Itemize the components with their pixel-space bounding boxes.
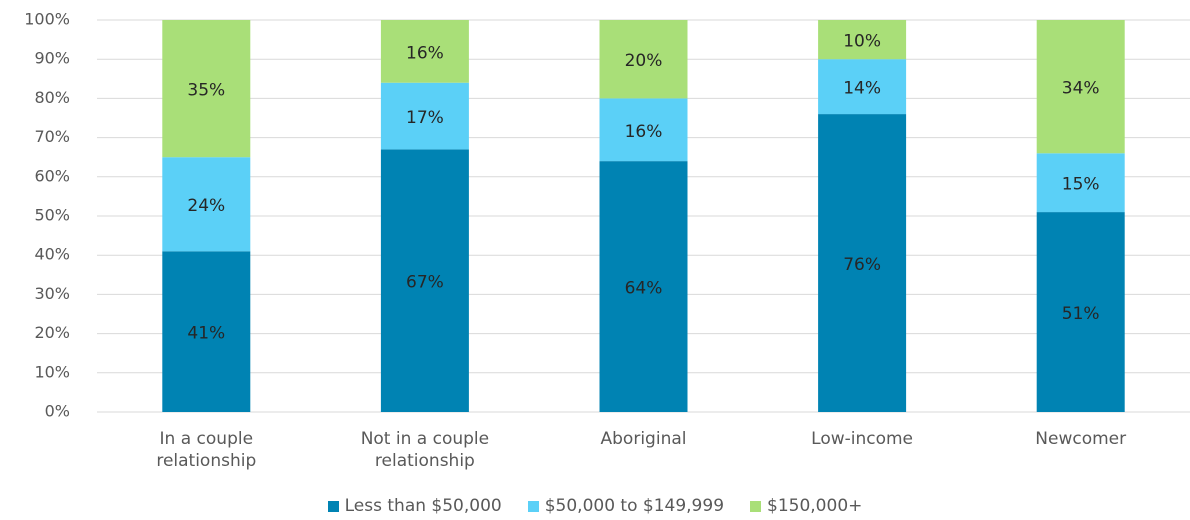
bar-segment [599, 20, 688, 99]
bar-segment [1036, 20, 1125, 154]
y-tick-label: 0% [45, 402, 70, 421]
bar-segment [599, 98, 688, 162]
y-tick-label: 30% [34, 284, 70, 303]
x-tick-label: In a couple relationship [156, 429, 257, 471]
data-label: 76% [843, 255, 881, 275]
data-label: 24% [187, 196, 225, 216]
bar-segment [380, 149, 469, 413]
bar-segment [1036, 153, 1125, 213]
legend-label: $50,000 to $149,999 [544, 496, 725, 516]
y-tick-label: 50% [34, 206, 70, 225]
x-tick-label: Not in a couple relationship [360, 429, 490, 471]
data-label: 41% [187, 324, 225, 344]
legend-item: Less than $50,000 [327, 496, 502, 516]
bar-segment [818, 59, 907, 115]
legend-swatch [527, 500, 539, 512]
bar-segment [818, 114, 907, 412]
legend-swatch [750, 500, 762, 512]
data-label: 64% [625, 279, 663, 299]
y-tick-label: 40% [34, 245, 70, 264]
data-label: 16% [625, 122, 663, 142]
data-label: 51% [1062, 304, 1100, 324]
bar-segment [380, 20, 469, 83]
data-label: 35% [187, 81, 225, 101]
y-tick-label: 20% [34, 323, 70, 342]
legend: Less than $50,000 $50,000 to $149,999 $150… [0, 496, 1190, 516]
y-tick-label: 90% [34, 49, 70, 68]
data-label: 67% [406, 273, 444, 293]
data-label: 20% [625, 51, 663, 71]
data-label: 16% [406, 43, 444, 63]
y-tick-label: 100% [24, 10, 70, 29]
bar-segment [162, 251, 251, 412]
bar-segment [599, 161, 688, 412]
x-tick-label: Newcomer [1035, 429, 1127, 449]
data-label: 14% [843, 79, 881, 99]
bar-segment [380, 82, 469, 150]
legend-swatch [327, 500, 339, 512]
legend-item: $50,000 to $149,999 [527, 496, 725, 516]
x-tick-label: Low-income [811, 429, 914, 449]
y-tick-label: 10% [34, 362, 70, 381]
y-tick-label: 60% [34, 166, 70, 185]
legend-label: Less than $50,000 [344, 496, 502, 516]
data-label: 10% [843, 32, 881, 52]
data-label: 17% [406, 108, 444, 128]
data-label: 15% [1062, 175, 1100, 195]
y-tick-label: 80% [34, 88, 70, 107]
data-label: 34% [1062, 79, 1100, 99]
x-tick-label: Aboriginal [600, 429, 687, 449]
bar-segment [818, 20, 907, 60]
legend-item: $150,000+ [750, 496, 862, 516]
bar-segment [162, 157, 251, 252]
legend-label: $150,000+ [767, 496, 863, 516]
bar-segment [1036, 212, 1125, 412]
bar-segment [162, 20, 251, 158]
y-tick-label: 70% [34, 127, 70, 146]
